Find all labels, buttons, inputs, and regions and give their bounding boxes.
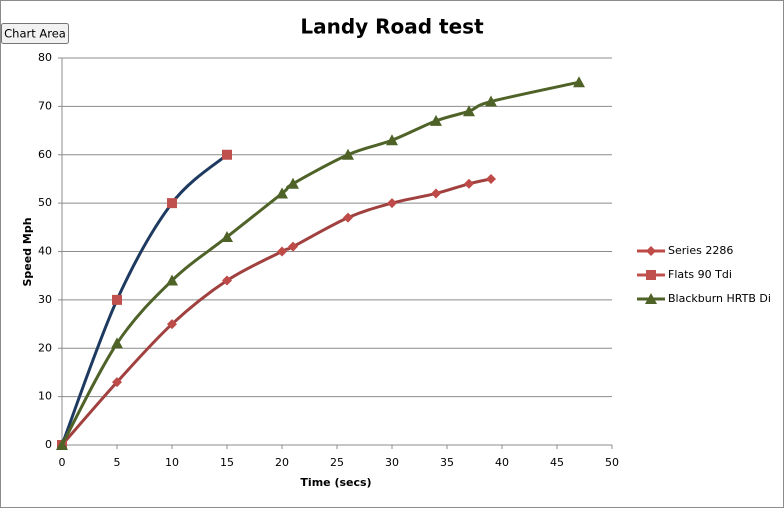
y-axis-label: Speed Mph [21,217,34,286]
x-tick-label: 5 [114,456,121,469]
marker [222,275,232,286]
y-tick-label: 70 [38,99,52,112]
marker [111,337,123,349]
x-tick-label: 0 [59,456,66,469]
marker [222,149,232,160]
legend-label: Series 2286 [668,244,733,257]
series [56,76,585,450]
legend-item: Series 2286 [637,244,733,257]
marker [167,319,177,330]
marker [646,246,656,256]
legend-item: Blackburn HRTB Di [637,292,771,305]
series-line [60,153,228,446]
marker [167,198,177,209]
marker [277,246,287,257]
marker [342,148,354,160]
marker [387,198,397,209]
marker [112,294,122,305]
marker [343,212,353,223]
marker [221,230,233,242]
marker [431,188,441,199]
tooltip-box [1,23,69,44]
tooltip[interactable]: Chart Area [1,23,69,44]
x-tick-label: 40 [495,456,509,469]
y-tick-label: 50 [38,196,52,209]
x-tick-label: 45 [550,456,564,469]
marker [645,293,657,304]
marker [464,178,474,189]
legend-label: Blackburn HRTB Di [668,292,771,305]
x-tick-label: 15 [220,456,234,469]
marker [463,105,475,117]
y-tick-label: 60 [38,148,52,161]
tooltip-text: Chart Area [4,27,66,41]
marker [287,177,299,189]
marker [646,270,656,280]
x-tick-label: 25 [330,456,344,469]
chart-title: Landy Road test [300,15,484,39]
marker [573,76,585,88]
y-tick-label: 80 [38,51,52,64]
x-axis-label: Time (secs) [300,476,371,489]
legend-item: Flats 90 Tdi [637,268,732,281]
marker [288,241,298,252]
series [57,173,496,450]
x-tick-label: 10 [165,456,179,469]
marker [276,187,288,199]
y-tick-label: 30 [38,293,52,306]
y-tick-label: 10 [38,390,52,403]
marker [485,95,497,107]
y-tick-label: 0 [45,438,52,451]
marker [56,439,68,450]
marker [430,114,442,126]
y-tick-label: 40 [38,245,52,258]
marker [386,134,398,146]
x-tick-label: 20 [275,456,289,469]
x-tick-label: 35 [440,456,454,469]
x-tick-label: 30 [385,456,399,469]
x-tick-label: 50 [605,456,619,469]
marker [486,173,496,184]
legend-label: Flats 90 Tdi [668,268,732,281]
series-line [60,80,580,446]
marker [166,274,178,286]
y-tick-label: 20 [38,341,52,354]
marker [112,377,122,388]
